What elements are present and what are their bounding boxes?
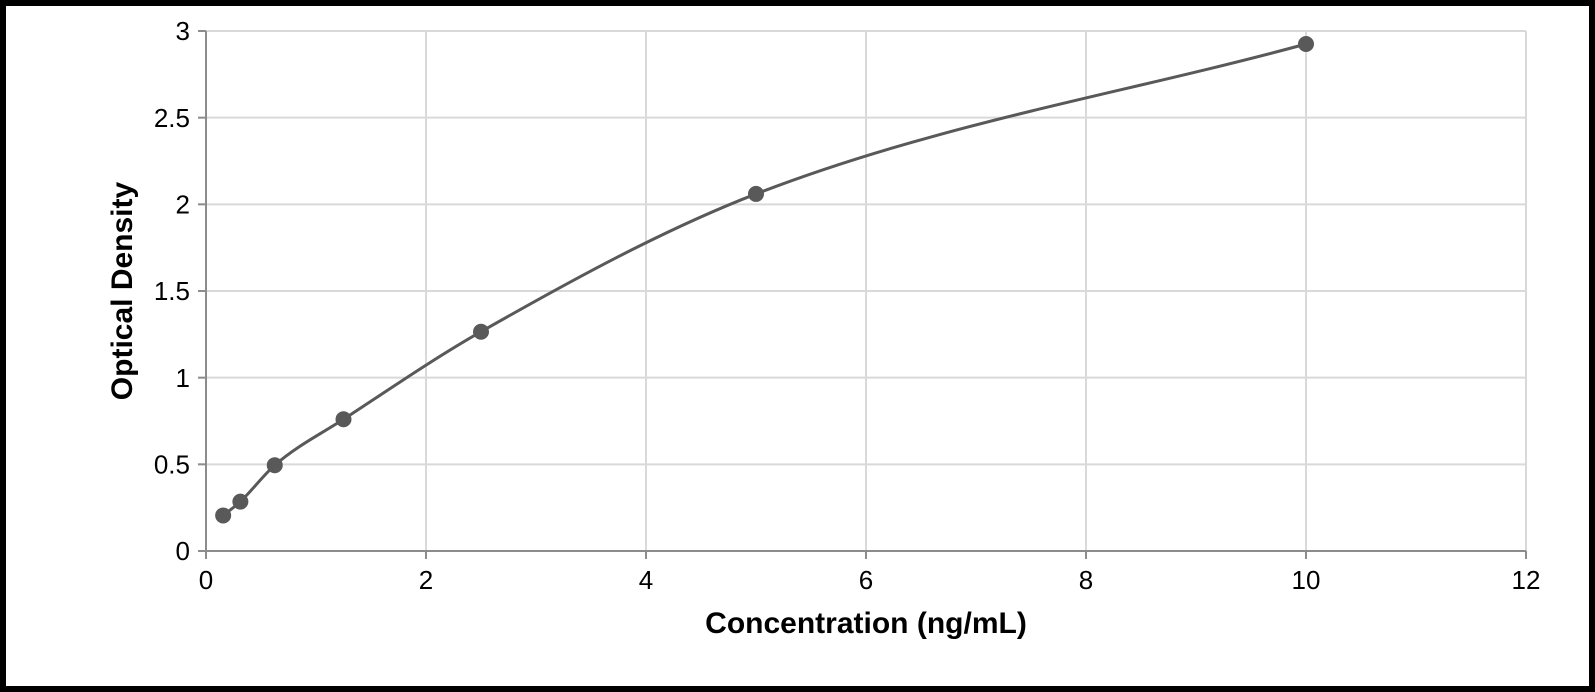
data-point-marker xyxy=(473,324,489,340)
x-tick-label: 10 xyxy=(1292,565,1321,595)
x-tick-label: 0 xyxy=(199,565,213,595)
x-tick-label: 2 xyxy=(419,565,433,595)
chart-svg: 0 2 4 6 8 10 12 0 0.5 1 1.5 2 2.5 3 Concentration (ng/… xyxy=(6,6,1589,686)
y-axis-label: Optical Density xyxy=(106,181,139,400)
y-tick-label: 3 xyxy=(176,16,190,46)
x-tick-label: 4 xyxy=(639,565,653,595)
y-tick-label: 0 xyxy=(176,536,190,566)
x-axis-label: Concentration (ng/mL) xyxy=(705,607,1027,640)
y-tick-label: 0.5 xyxy=(154,449,190,479)
x-tick-label: 8 xyxy=(1079,565,1093,595)
data-point-marker xyxy=(232,494,248,510)
data-point-marker xyxy=(336,411,352,427)
data-point-marker xyxy=(267,457,283,473)
y-tick-label: 1 xyxy=(176,363,190,393)
y-tick-label: 2.5 xyxy=(154,103,190,133)
data-point-marker xyxy=(215,507,231,523)
y-tick-label: 1.5 xyxy=(154,276,190,306)
data-point-marker xyxy=(748,186,764,202)
data-point-marker xyxy=(1298,36,1314,52)
chart-frame: 0 2 4 6 8 10 12 0 0.5 1 1.5 2 2.5 3 Concentration (ng/… xyxy=(0,0,1595,692)
x-tick-label: 6 xyxy=(859,565,873,595)
x-tick-label: 12 xyxy=(1512,565,1541,595)
y-tick-label: 2 xyxy=(176,189,190,219)
